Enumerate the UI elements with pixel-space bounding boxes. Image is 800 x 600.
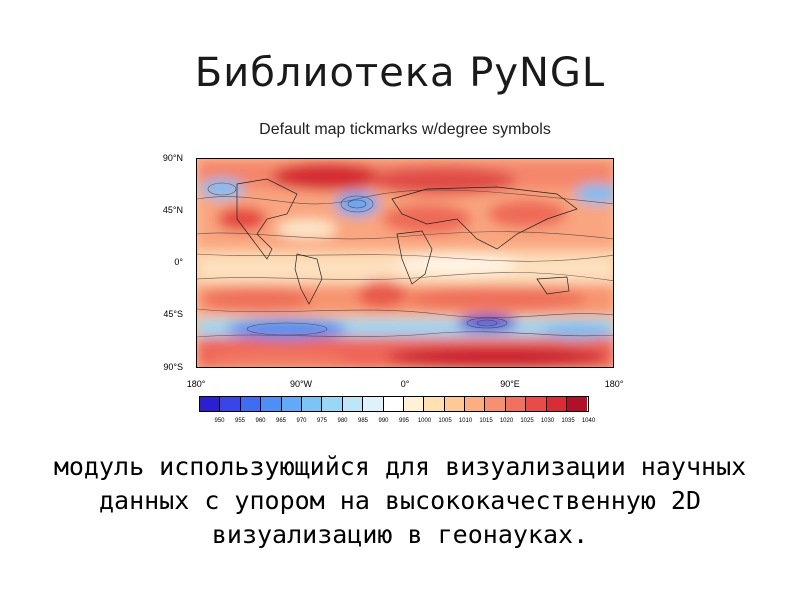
colorbar-swatch (444, 397, 466, 411)
lon-tick-label: 180° (604, 379, 624, 389)
colorbar (199, 396, 589, 412)
colorbar-swatch (200, 397, 221, 411)
figure-title: Default map tickmarks w/degree symbols (259, 121, 551, 138)
colorbar-swatch (485, 397, 506, 411)
colorbar-tick-label: 1020 (499, 418, 514, 424)
colorbar-tick-label: 995 (398, 418, 409, 424)
colorbar-swatch (424, 397, 445, 411)
lat-tick-label: 90°S (163, 362, 183, 372)
colorbar-swatch (383, 397, 404, 411)
lat-tick-label: 45°N (162, 205, 183, 215)
colorbar-swatch (220, 397, 241, 411)
colorbar-tick-label: 985 (357, 418, 368, 424)
colorbar-swatch (363, 397, 384, 411)
colorbar-tick-label: 1010 (458, 418, 473, 424)
lat-tick-label: 0° (174, 257, 183, 267)
colorbar-swatch (261, 397, 282, 411)
colorbar-swatch (546, 397, 568, 411)
colorbar-tick-label: 1000 (417, 418, 432, 424)
colorbar-swatch (567, 397, 588, 411)
colorbar-tick-label: 960 (255, 418, 266, 424)
colorbar-tick-label: 955 (234, 418, 245, 424)
colorbar-swatch (526, 397, 547, 411)
colorbar-tick-label: 980 (337, 418, 348, 424)
lon-tick-label: 0° (400, 379, 410, 389)
colorbar-tick-label: 975 (316, 418, 327, 424)
colorbar-tick-label: 1030 (540, 418, 555, 424)
lon-tick-label: 90°W (289, 379, 313, 389)
colorbar-tick-label: 1015 (479, 418, 493, 424)
colorbar-tick-label: 950 (214, 418, 225, 424)
colorbar-swatch (281, 397, 302, 411)
colorbar-swatch (322, 397, 343, 411)
colorbar-swatch (240, 397, 262, 411)
slide-body-text: модуль использующийся для визуализации н… (53, 452, 747, 549)
colorbar-swatch (465, 397, 486, 411)
map-image (197, 159, 613, 367)
colorbar-tick-label: 1035 (561, 418, 575, 424)
colorbar-tick-label: 970 (296, 418, 307, 424)
colorbar-swatch (403, 397, 425, 411)
lon-tick-label: 180° (186, 379, 206, 389)
colorbar-tick-label: 1005 (438, 418, 452, 424)
colorbar-tick-label: 1040 (581, 418, 596, 424)
colorbar-tick-label: 990 (378, 418, 389, 424)
lat-tick-label: 90°N (162, 153, 183, 163)
colorbar-swatch (342, 397, 364, 411)
colorbar-swatch (301, 397, 323, 411)
lon-tick-label: 90°E (500, 379, 520, 389)
lat-tick-label: 45°S (163, 309, 183, 319)
slide-title: Библиотека PyNGL (194, 50, 606, 96)
colorbar-swatch (505, 397, 527, 411)
colorbar-tick-label: 1025 (520, 418, 534, 424)
pressure-contour-map (196, 158, 614, 368)
colorbar-tick-label: 965 (275, 418, 286, 424)
